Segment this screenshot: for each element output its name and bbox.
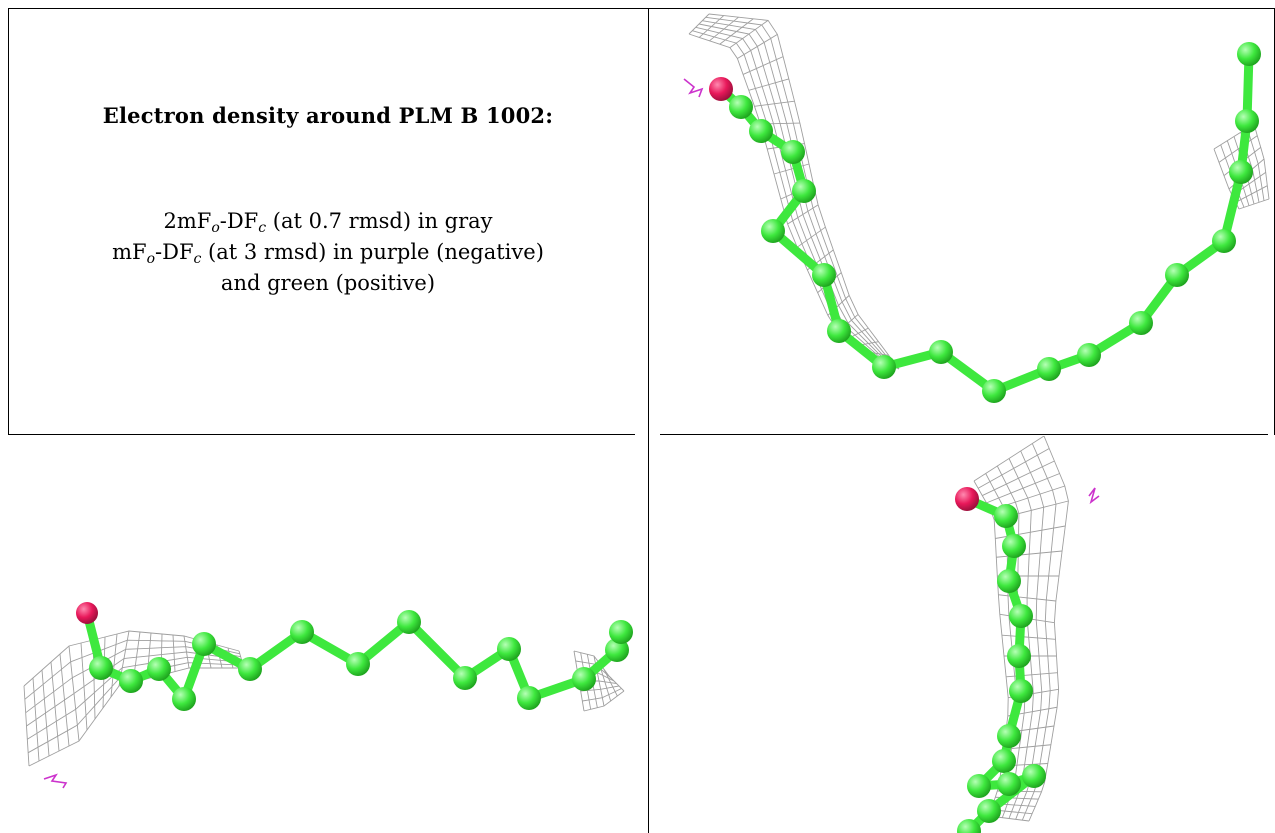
table-middle-rule-right (660, 434, 1268, 435)
carbon-atom (761, 219, 785, 243)
carbon-atom (1229, 160, 1253, 184)
carbon-atom (872, 355, 896, 379)
carbon-atom (1002, 534, 1026, 558)
view-bottom-left (9, 436, 648, 833)
carbon-atom (997, 569, 1021, 593)
fatty-acid-chain (955, 487, 1046, 833)
carbon-atom (290, 620, 314, 644)
carbon-atom (1022, 764, 1046, 788)
carbon-atom (982, 379, 1006, 403)
carbon-atom (994, 504, 1018, 528)
molecule-render-bottom-left (9, 436, 648, 833)
carbon-atom (781, 140, 805, 164)
carbon-atom (238, 657, 262, 681)
fatty-acid-chain (76, 602, 633, 711)
carbon-atom (929, 340, 953, 364)
carbon-atom (827, 319, 851, 343)
legend-line-mfo-dfc: mFo-DFc (at 3 rmsd) in purple (negative) (112, 237, 544, 268)
carbon-atom (977, 799, 1001, 823)
carbon-atom (1009, 604, 1033, 628)
molecule-render-top-right (649, 9, 1274, 434)
carbon-atom (1077, 343, 1101, 367)
carbon-atom (453, 666, 477, 690)
carbon-atom (1237, 42, 1261, 66)
carbon-atom (812, 263, 836, 287)
carbon-atom (346, 652, 370, 676)
negative-density-purple (1089, 488, 1099, 502)
carbon-atom (1009, 679, 1033, 703)
carbon-atom (1165, 263, 1189, 287)
legend-line-2mfo-dfc: 2mFo-DFc (at 0.7 rmsd) in gray (112, 206, 544, 237)
carbon-atom (992, 749, 1016, 773)
carbon-atom (192, 632, 216, 656)
density-legend: 2mFo-DFc (at 0.7 rmsd) in gray mFo-DFc (… (112, 206, 544, 299)
carbon-atom (1007, 644, 1031, 668)
carbon-atom (119, 669, 143, 693)
carbon-atom (749, 119, 773, 143)
view-bottom-right (649, 436, 1275, 833)
carbon-atom (397, 610, 421, 634)
carbon-atom (517, 686, 541, 710)
carbon-atom (172, 687, 196, 711)
oxygen-atom (709, 77, 733, 101)
carbon-atom (1212, 229, 1236, 253)
carbon-atom (89, 656, 113, 680)
oxygen-atom (955, 487, 979, 511)
carbon-atom (997, 724, 1021, 748)
negative-density-purple (684, 79, 702, 97)
negative-density-purple (44, 775, 66, 788)
fatty-acid-chain (709, 42, 1261, 403)
oxygen-atom (76, 602, 98, 624)
description-cell: Electron density around PLM B 1002: 2mFo… (9, 9, 647, 434)
table-middle-rule-left (8, 434, 635, 435)
carbon-atom (1235, 109, 1259, 133)
carbon-atom (967, 774, 991, 798)
carbon-atom (792, 179, 816, 203)
carbon-atom (609, 620, 633, 644)
carbon-atom (572, 667, 596, 691)
carbon-atom (729, 95, 753, 119)
carbon-atom (497, 637, 521, 661)
figure-title: Electron density around PLM B 1002: (103, 103, 553, 128)
molecule-render-bottom-right (649, 436, 1275, 833)
view-top-right (649, 9, 1274, 434)
carbon-atom (997, 772, 1021, 796)
carbon-atom (147, 657, 171, 681)
legend-line-positive: and green (positive) (112, 268, 544, 299)
carbon-atom (1037, 357, 1061, 381)
carbon-atom (1129, 311, 1153, 335)
